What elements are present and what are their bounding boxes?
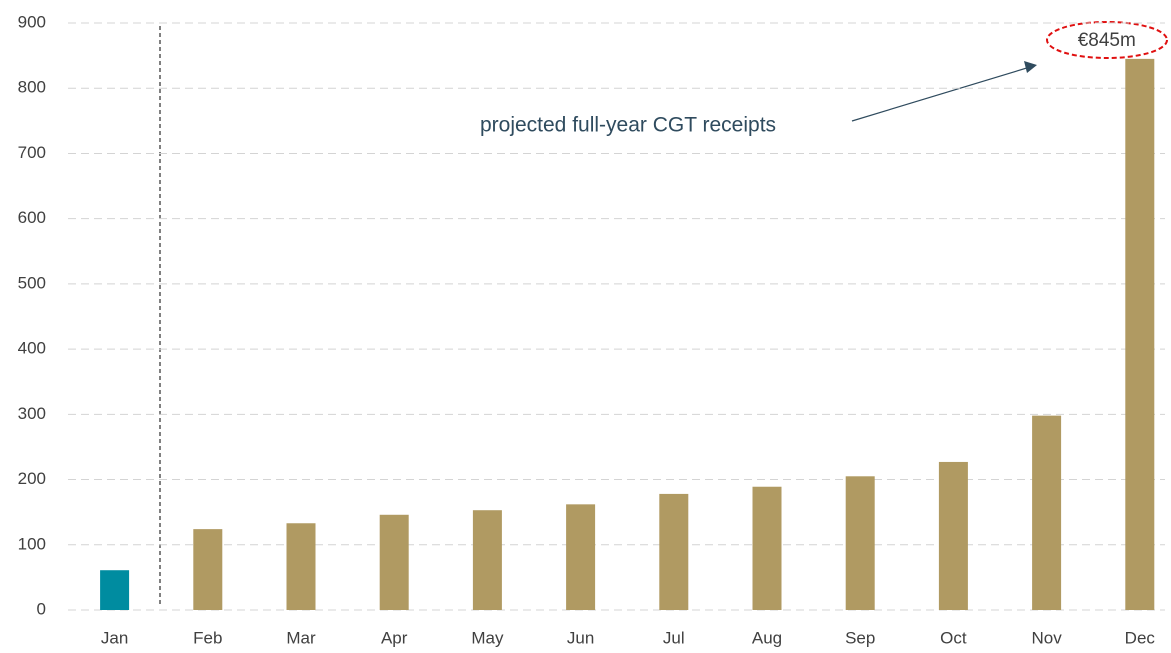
x-tick-label: Aug [752,628,782,647]
y-tick-label: 900 [18,12,46,31]
bar [1125,58,1155,611]
y-tick-label: 0 [37,599,46,618]
x-tick-label: Oct [940,628,967,647]
bar [472,510,502,610]
bar [845,476,875,610]
y-tick-label: 300 [18,404,46,423]
y-tick-label: 500 [18,273,46,292]
y-tick-label: 100 [18,534,46,553]
y-tick-label: 200 [18,469,46,488]
x-tick-label: May [471,628,504,647]
value-label: €845m [1078,30,1136,51]
y-tick-label: 600 [18,208,46,227]
arrow-head [1024,61,1037,73]
bar [193,529,223,610]
bar [752,486,782,610]
bar [379,514,409,610]
x-tick-label: Sep [845,628,875,647]
highlight-ellipse [1046,21,1168,59]
x-tick-label: Dec [1125,628,1156,647]
bar [566,504,596,610]
bar [659,493,689,610]
bar [100,570,130,610]
x-tick-label: Apr [381,628,408,647]
annotation: projected full-year CGT receipts [480,114,776,137]
bar [286,523,316,610]
bar [1032,415,1062,610]
y-tick-label: 700 [18,143,46,162]
x-tick-label: Feb [193,628,222,647]
y-tick-label: 800 [18,78,46,97]
x-tick-label: Jun [567,628,594,647]
x-tick-label: Nov [1031,628,1062,647]
annotation-arrow [851,66,1031,122]
bar [938,461,968,610]
y-tick-label: 400 [18,339,46,358]
x-tick-label: Jul [663,628,685,647]
x-tick-label: Mar [286,628,316,647]
x-tick-label: Jan [101,628,128,647]
